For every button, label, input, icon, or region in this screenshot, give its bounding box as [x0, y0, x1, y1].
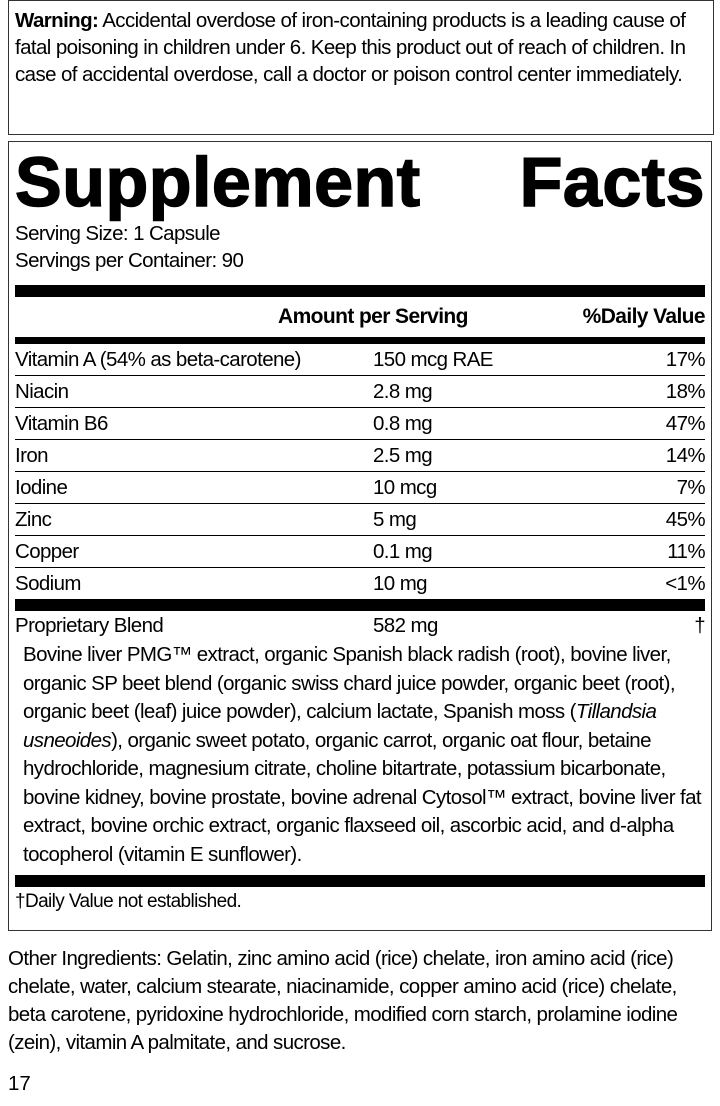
- blend-ingredients: Bovine liver PMG™ extract, organic Spani…: [15, 641, 705, 869]
- dv-header: %Daily Value: [582, 305, 706, 328]
- nutrient-dv: 11%: [667, 539, 705, 563]
- blend-text: Bovine liver PMG™ extract, organic Spani…: [23, 643, 676, 723]
- amount-header: Amount per Serving: [278, 305, 468, 328]
- nutrient-row: Niacin 2.8 mg 18%: [15, 376, 706, 408]
- thick-divider: [15, 337, 705, 344]
- nutrient-name: Zinc: [15, 507, 52, 531]
- warning-label: Warning:: [15, 9, 99, 32]
- page-number: 17: [8, 1072, 31, 1095]
- nutrient-row: Zinc 5 mg 45%: [15, 504, 706, 536]
- blend-row: Proprietary Blend 582 mg †: [15, 611, 706, 641]
- nutrient-row: Vitamin A (54% as beta-carotene) 150 mcg …: [15, 344, 706, 376]
- nutrient-row: Iron 2.5 mg 14%: [15, 440, 706, 472]
- title-word: Facts: [519, 143, 705, 221]
- nutrient-amount: 582 mg: [373, 614, 438, 637]
- nutrient-dv: 45%: [665, 507, 706, 531]
- nutrient-name: Vitamin A (54% as beta-carotene): [15, 347, 301, 371]
- nutrient-name: Iodine: [15, 475, 68, 499]
- nutrient-dv: †: [694, 614, 705, 637]
- nutrient-amount: 2.8 mg: [373, 379, 433, 403]
- nutrient-amount: 2.5 mg: [373, 443, 433, 467]
- nutrient-name: Iron: [15, 443, 49, 467]
- nutrient-row: Iodine 10 mcg 7%: [15, 472, 706, 504]
- column-header: Amount per Serving %Daily Value: [15, 297, 706, 337]
- nutrient-dv: 14%: [665, 443, 706, 467]
- nutrient-amount: 0.1 mg: [373, 539, 433, 563]
- nutrient-dv: <1%: [665, 571, 705, 595]
- nutrient-name: Niacin: [15, 379, 69, 403]
- blend-italic: Tillandsia usneoides: [23, 700, 657, 752]
- thick-divider: [15, 599, 705, 611]
- thick-divider: [15, 875, 705, 887]
- supplement-facts-panel: Supplement Facts Serving Size: 1 Capsule …: [8, 141, 712, 931]
- nutrient-dv: 7%: [676, 475, 706, 499]
- nutrient-dv: 47%: [665, 411, 706, 435]
- serving-size: Serving Size: 1 Capsule: [15, 222, 221, 245]
- nutrient-amount: 5 mg: [373, 507, 417, 531]
- servings-per-container: Servings per Container: 90: [15, 249, 244, 272]
- nutrient-dv: 18%: [665, 379, 706, 403]
- nutrient-amount: 150 mcg RAE: [373, 347, 493, 371]
- panel-title: Supplement Facts: [14, 143, 705, 221]
- nutrient-name: Proprietary Blend: [15, 614, 164, 637]
- nutrient-name: Copper: [15, 539, 79, 563]
- blend-text: ), organic sweet potato, organic carrot,…: [23, 728, 702, 866]
- nutrient-row: Sodium 10 mg <1%: [15, 568, 706, 599]
- nutrient-name: Sodium: [15, 571, 82, 595]
- footnote: †Daily Value not established.: [15, 891, 242, 912]
- nutrient-row: Vitamin B6 0.8 mg 47%: [15, 408, 706, 440]
- nutrient-name: Vitamin B6: [15, 411, 108, 435]
- title-word: Supplement: [14, 143, 421, 221]
- nutrient-amount: 0.8 mg: [373, 411, 433, 435]
- thick-divider: [15, 285, 705, 297]
- warning-text: Accidental overdose of iron-containing p…: [15, 9, 686, 86]
- nutrient-amount: 10 mg: [373, 571, 428, 595]
- nutrient-row: Copper 0.1 mg 11%: [15, 536, 706, 568]
- warning-box: Warning: Accidental overdose of iron-con…: [8, 0, 714, 135]
- other-ingredients: Other Ingredients: Gelatin, zinc amino a…: [8, 947, 678, 1054]
- nutrient-dv: 17%: [665, 347, 706, 371]
- nutrient-amount: 10 mcg: [373, 475, 437, 499]
